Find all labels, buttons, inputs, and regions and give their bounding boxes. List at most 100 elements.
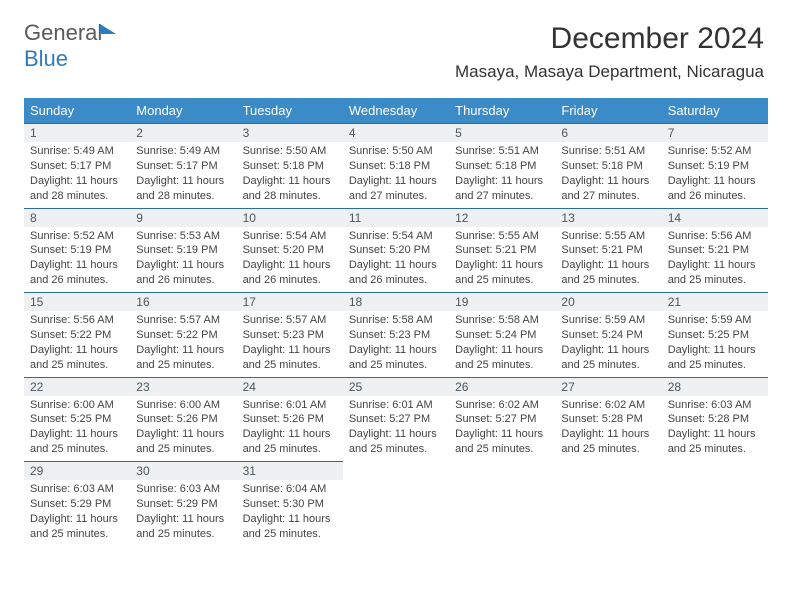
sunset-value: 5:22 PM: [177, 329, 218, 341]
sunrise-text: Sunrise: 5:57 AM: [243, 313, 337, 328]
logo-text-blue: Blue: [24, 46, 68, 71]
daylight-minutes: 27: [583, 190, 595, 202]
sunset-value: 5:23 PM: [283, 329, 324, 341]
sunset-text: Sunset: 5:30 PM: [243, 497, 337, 512]
daylight-hours: 11: [395, 259, 406, 271]
day-number-cell: 5: [449, 124, 555, 143]
sunset-value: 5:18 PM: [283, 160, 324, 172]
day-number-cell: 31: [237, 462, 343, 481]
day-cell: Sunrise: 6:04 AMSunset: 5:30 PMDaylight:…: [237, 480, 343, 546]
daylight-minutes: 27: [477, 190, 489, 202]
daylight-text: Daylight: 11 hours and 25 minutes.: [30, 427, 124, 457]
sunrise-text: Sunrise: 5:51 AM: [561, 144, 655, 159]
daylight-hours: 11: [714, 344, 725, 356]
day-cell: Sunrise: 6:03 AMSunset: 5:29 PMDaylight:…: [130, 480, 236, 546]
daylight-hours: 11: [714, 175, 725, 187]
daylight-minutes: 25: [583, 359, 595, 371]
sunrise-value: 6:00 AM: [73, 399, 113, 411]
daylight-text: Daylight: 11 hours and 25 minutes.: [30, 343, 124, 373]
sunset-text: Sunset: 5:25 PM: [668, 328, 762, 343]
sunrise-text: Sunrise: 6:02 AM: [455, 398, 549, 413]
day-number: 6: [561, 126, 568, 140]
daylight-minutes: 26: [689, 190, 701, 202]
day-cell: [555, 480, 661, 546]
daylight-minutes: 25: [477, 443, 489, 455]
day-cell: Sunrise: 5:52 AMSunset: 5:19 PMDaylight:…: [24, 227, 130, 293]
daylight-text: Daylight: 11 hours and 25 minutes.: [349, 343, 443, 373]
sunset-text: Sunset: 5:19 PM: [136, 243, 230, 258]
daylight-minutes: 25: [158, 443, 170, 455]
sunset-value: 5:24 PM: [602, 329, 643, 341]
daylight-hours: 11: [182, 259, 193, 271]
daylight-hours: 11: [76, 175, 87, 187]
weekday-header: Thursday: [449, 98, 555, 124]
daylight-hours: 11: [76, 513, 87, 525]
daylight-text: Daylight: 11 hours and 25 minutes.: [668, 343, 762, 373]
daylight-minutes: 25: [51, 443, 63, 455]
day-cell: Sunrise: 5:55 AMSunset: 5:21 PMDaylight:…: [555, 227, 661, 293]
sunrise-text: Sunrise: 5:58 AM: [349, 313, 443, 328]
sunset-text: Sunset: 5:18 PM: [349, 159, 443, 174]
sunset-value: 5:19 PM: [177, 244, 218, 256]
sunset-value: 5:30 PM: [283, 498, 324, 510]
daylight-minutes: 26: [158, 274, 170, 286]
sunrise-text: Sunrise: 5:49 AM: [136, 144, 230, 159]
daylight-minutes: 27: [370, 190, 382, 202]
daylight-hours: 11: [288, 259, 299, 271]
day-number-cell: [662, 462, 768, 481]
daylight-minutes: 25: [689, 359, 701, 371]
sunrise-value: 5:57 AM: [286, 314, 326, 326]
sunrise-value: 5:50 AM: [392, 145, 432, 157]
day-cell: Sunrise: 5:57 AMSunset: 5:22 PMDaylight:…: [130, 311, 236, 377]
sunset-value: 5:20 PM: [389, 244, 430, 256]
sunset-value: 5:27 PM: [495, 413, 536, 425]
sunset-text: Sunset: 5:21 PM: [668, 243, 762, 258]
sunset-text: Sunset: 5:22 PM: [136, 328, 230, 343]
daylight-minutes: 25: [477, 359, 489, 371]
daylight-minutes: 25: [370, 359, 382, 371]
day-cell: Sunrise: 5:59 AMSunset: 5:25 PMDaylight:…: [662, 311, 768, 377]
sunset-text: Sunset: 5:18 PM: [561, 159, 655, 174]
day-number-cell: 24: [237, 377, 343, 396]
daylight-text: Daylight: 11 hours and 25 minutes.: [455, 427, 549, 457]
day-number: 28: [668, 380, 681, 394]
daylight-minutes: 25: [51, 359, 63, 371]
sunset-text: Sunset: 5:29 PM: [136, 497, 230, 512]
day-number: 18: [349, 295, 362, 309]
sunrise-value: 6:03 AM: [180, 483, 220, 495]
sunset-value: 5:19 PM: [708, 160, 749, 172]
day-number: 27: [561, 380, 574, 394]
weekday-header: Friday: [555, 98, 661, 124]
day-number: 25: [349, 380, 362, 394]
day-number-cell: 18: [343, 293, 449, 312]
day-number-cell: 26: [449, 377, 555, 396]
day-number: 29: [30, 464, 43, 478]
daylight-hours: 11: [182, 428, 193, 440]
sunrise-text: Sunrise: 5:50 AM: [349, 144, 443, 159]
sunset-text: Sunset: 5:20 PM: [349, 243, 443, 258]
day-number: 21: [668, 295, 681, 309]
sunset-text: Sunset: 5:21 PM: [455, 243, 549, 258]
sunrise-text: Sunrise: 5:50 AM: [243, 144, 337, 159]
daylight-text: Daylight: 11 hours and 25 minutes.: [136, 512, 230, 542]
day-cell: Sunrise: 5:56 AMSunset: 5:21 PMDaylight:…: [662, 227, 768, 293]
sunrise-text: Sunrise: 5:55 AM: [455, 229, 549, 244]
sunrise-value: 6:02 AM: [605, 399, 645, 411]
daylight-hours: 11: [288, 344, 299, 356]
day-cell: Sunrise: 5:53 AMSunset: 5:19 PMDaylight:…: [130, 227, 236, 293]
day-number: 9: [136, 211, 143, 225]
day-number-cell: 15: [24, 293, 130, 312]
day-number: 30: [136, 464, 149, 478]
sunset-text: Sunset: 5:21 PM: [561, 243, 655, 258]
sunset-value: 5:29 PM: [177, 498, 218, 510]
day-number: 7: [668, 126, 675, 140]
sunrise-text: Sunrise: 6:02 AM: [561, 398, 655, 413]
daylight-minutes: 25: [477, 274, 489, 286]
sunset-value: 5:21 PM: [602, 244, 643, 256]
daylight-hours: 11: [76, 344, 87, 356]
daylight-hours: 11: [607, 428, 618, 440]
daylight-hours: 11: [607, 259, 618, 271]
weekday-header-row: Sunday Monday Tuesday Wednesday Thursday…: [24, 98, 768, 124]
day-cell: Sunrise: 5:51 AMSunset: 5:18 PMDaylight:…: [555, 142, 661, 208]
daylight-hours: 11: [607, 175, 618, 187]
